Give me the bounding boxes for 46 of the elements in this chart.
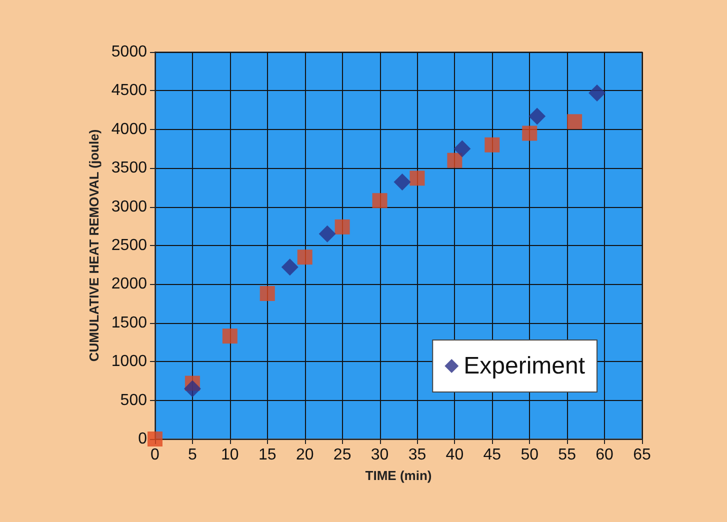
y-tick-label: 500 xyxy=(120,392,148,409)
point xyxy=(297,250,312,265)
y-tick-label: 1000 xyxy=(111,353,148,370)
point xyxy=(447,152,462,168)
x-tick-label: 0 xyxy=(150,446,160,464)
x-tick-label: 5 xyxy=(188,446,198,464)
x-tick-label: 40 xyxy=(446,446,464,464)
y-tick-label: 1500 xyxy=(111,314,148,332)
point xyxy=(260,286,275,301)
point xyxy=(394,174,411,191)
x-tick-label: 55 xyxy=(558,446,576,464)
x-tick-label: 65 xyxy=(633,446,651,464)
point xyxy=(281,258,298,276)
x-tick-label: 35 xyxy=(408,446,426,464)
point xyxy=(334,219,350,234)
y-tick-label: 3000 xyxy=(111,198,148,216)
point xyxy=(522,126,538,141)
x-axis-title: TIME (min) xyxy=(365,468,432,483)
x-tick-label: 20 xyxy=(296,446,314,464)
y-tick-label: 4000 xyxy=(111,120,148,138)
y-tick-label: 2000 xyxy=(111,276,148,293)
y-tick-label: 2500 xyxy=(111,237,148,254)
point xyxy=(148,432,162,446)
point xyxy=(528,108,546,125)
point xyxy=(484,137,500,152)
point xyxy=(372,193,388,208)
point xyxy=(410,170,425,186)
y-tick-label: 5000 xyxy=(111,44,148,60)
point xyxy=(567,114,582,130)
y-tick-label: 3500 xyxy=(111,160,148,177)
x-tick-label: 45 xyxy=(483,446,502,464)
x-tick-label: 25 xyxy=(333,446,352,464)
y-tick-label: 0 xyxy=(138,430,148,448)
x-tick-label: 10 xyxy=(221,446,239,464)
point xyxy=(184,380,201,398)
point xyxy=(454,140,471,158)
point xyxy=(222,328,238,344)
x-tick-label: 60 xyxy=(596,446,614,464)
y-axis-title: CUMULATIVE HEAT REMOVAL (joule) xyxy=(86,129,102,362)
y-tick-label: 4500 xyxy=(111,82,148,100)
legend-label: Experiment xyxy=(464,352,586,380)
x-tick-label: 15 xyxy=(258,446,276,464)
x-tick-label: 30 xyxy=(370,446,389,464)
point xyxy=(588,84,606,102)
point xyxy=(318,225,336,242)
x-tick-label: 50 xyxy=(520,446,539,464)
